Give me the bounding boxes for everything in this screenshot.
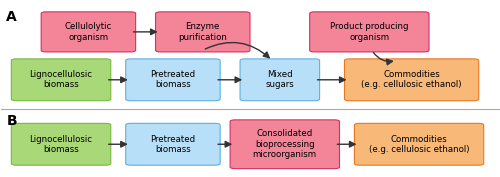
- FancyBboxPatch shape: [12, 123, 111, 165]
- Text: Lignocellulosic
biomass: Lignocellulosic biomass: [30, 135, 92, 154]
- Text: Cellulolytic
organism: Cellulolytic organism: [65, 22, 112, 42]
- FancyBboxPatch shape: [126, 59, 220, 101]
- FancyBboxPatch shape: [12, 59, 111, 101]
- Text: Mixed
sugars: Mixed sugars: [266, 70, 294, 90]
- FancyBboxPatch shape: [310, 12, 429, 52]
- Text: Pretreated
biomass: Pretreated biomass: [150, 70, 196, 90]
- FancyBboxPatch shape: [240, 59, 320, 101]
- FancyBboxPatch shape: [126, 123, 220, 165]
- Text: Consolidated
bioprocessing
microorganism: Consolidated bioprocessing microorganism: [252, 129, 317, 159]
- FancyBboxPatch shape: [156, 12, 250, 52]
- Text: Product producing
organism: Product producing organism: [330, 22, 408, 42]
- FancyBboxPatch shape: [41, 12, 136, 52]
- Text: B: B: [6, 114, 17, 128]
- Text: Enzyme
purification: Enzyme purification: [178, 22, 227, 42]
- Text: Commodities
(e.g. cellulosic ethanol): Commodities (e.g. cellulosic ethanol): [362, 70, 462, 90]
- FancyBboxPatch shape: [344, 59, 478, 101]
- FancyBboxPatch shape: [230, 120, 340, 169]
- FancyBboxPatch shape: [354, 123, 484, 165]
- Text: Lignocellulosic
biomass: Lignocellulosic biomass: [30, 70, 92, 90]
- Text: A: A: [6, 10, 17, 24]
- Text: Commodities
(e.g. cellulosic ethanol): Commodities (e.g. cellulosic ethanol): [369, 135, 470, 154]
- Text: Pretreated
biomass: Pretreated biomass: [150, 135, 196, 154]
